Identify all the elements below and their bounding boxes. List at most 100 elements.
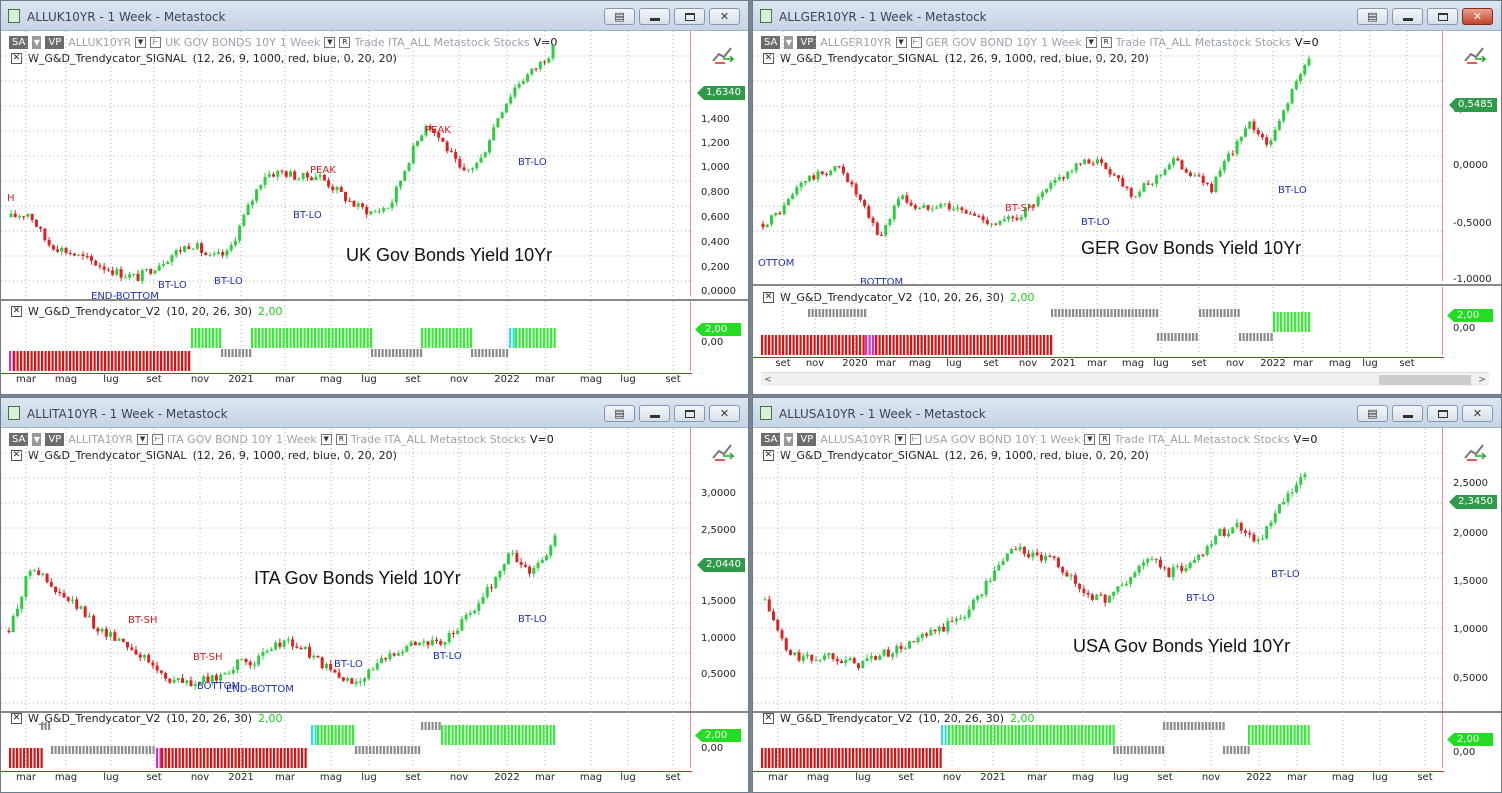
price-plot[interactable] [1,428,691,708]
range-dropdown-icon[interactable]: R [1100,37,1112,48]
pane-divider[interactable] [1,711,748,713]
chart-options-button[interactable]: ▤ [604,405,635,422]
sa-button[interactable]: SA [761,433,781,446]
chart-options-button[interactable]: ▤ [604,8,635,25]
indicator-bar [161,748,164,768]
sa-dropdown-icon[interactable]: ▼ [784,433,794,446]
signal-indicator-row[interactable]: ✕ W_G&D_Trendycator_SIGNAL (12, 26, 9, 100… [11,448,397,462]
sa-dropdown-icon[interactable]: ▼ [32,36,42,49]
price-plot[interactable] [753,428,1443,708]
title-bar[interactable]: ALLITA10YR - 1 Week - Metastock ▤ ✕ [1,398,748,428]
period-label[interactable]: 1 Week [1039,433,1081,446]
link-icon[interactable]: ⊢ [909,434,921,445]
maximize-button[interactable] [674,405,705,422]
trend-arrows-icon[interactable] [711,442,735,462]
scroll-right-icon[interactable]: > [1478,375,1486,385]
remove-indicator-icon[interactable]: ✕ [11,449,22,461]
symbol-label[interactable]: ALLITA10YR [68,433,134,446]
pane-divider[interactable] [753,711,1501,713]
pane-divider[interactable] [753,284,1501,286]
trend-arrows-icon[interactable] [1463,442,1487,462]
symbol-label[interactable]: ALLUK10YR [68,36,132,49]
vp-button[interactable]: VP [797,36,817,49]
chart-window-uk[interactable]: ALLUK10YR - 1 Week - Metastock ▤ ✕ SA ▼ VP ALL… [0,0,749,395]
period-label[interactable]: 1 Week [1041,36,1082,49]
remove-indicator-icon[interactable]: ✕ [11,52,22,64]
indicator-plot[interactable] [753,708,1443,768]
close-button[interactable]: ✕ [1462,8,1493,25]
remove-indicator-icon[interactable]: ✕ [763,291,774,303]
symbol-dropdown-icon[interactable]: ▼ [895,37,907,48]
title-bar[interactable]: ALLUSA10YR - 1 Week - Metastock ▤ ✕ [753,398,1501,428]
minimize-button[interactable] [639,405,670,422]
trendycator-indicator-row[interactable]: ✕ W_G&D_Trendycator_V2 (10, 20, 26, 30) 2,0… [763,711,1035,725]
link-icon[interactable]: ⊢ [150,37,162,48]
period-label[interactable]: 1 Week [276,433,317,446]
period-dropdown-icon[interactable]: ▼ [324,37,336,48]
horizontal-scrollbar[interactable]: < > [761,372,1489,386]
price-plot[interactable] [753,31,1443,281]
indicator-plot[interactable] [1,301,691,371]
sa-dropdown-icon[interactable]: ▼ [784,36,794,49]
title-bar[interactable]: ALLGER10YR - 1 Week - Metastock ▤ ✕ [753,1,1501,31]
chart-window-ger[interactable]: ALLGER10YR - 1 Week - Metastock ▤ ✕ SA ▼ VP AL… [752,0,1502,395]
indicator-bar [1054,309,1057,317]
maximize-button[interactable] [1427,405,1458,422]
symbol-label[interactable]: ALLGER10YR [820,36,892,49]
sa-button[interactable]: SA [9,36,29,49]
close-button[interactable]: ✕ [1462,405,1493,422]
maximize-button[interactable] [674,8,705,25]
chart-window-usa[interactable]: ALLUSA10YR - 1 Week - Metastock ▤ ✕ SA ▼ VP AL… [752,397,1502,793]
remove-indicator-icon[interactable]: ✕ [11,712,22,724]
vp-button[interactable]: VP [45,36,65,49]
candle [1027,549,1031,559]
remove-indicator-icon[interactable]: ✕ [763,52,774,64]
signal-indicator-row[interactable]: ✕ W_G&D_Trendycator_SIGNAL (12, 26, 9, 100… [763,448,1149,462]
minimize-button[interactable] [1392,405,1423,422]
signal-indicator-row[interactable]: ✕ W_G&D_Trendycator_SIGNAL (12, 26, 9, 100… [763,51,1149,65]
indicator-plot[interactable] [753,287,1443,355]
remove-indicator-icon[interactable]: ✕ [763,712,774,724]
symbol-dropdown-icon[interactable]: ▼ [135,37,147,48]
maximize-button[interactable] [1427,8,1458,25]
remove-indicator-icon[interactable]: ✕ [763,449,774,461]
range-dropdown-icon[interactable]: R [1099,434,1111,445]
trendycator-indicator-row[interactable]: ✕ W_G&D_Trendycator_V2 (10, 20, 26, 30) 2,0… [763,290,1035,304]
trendycator-indicator-row[interactable]: ✕ W_G&D_Trendycator_V2 (10, 20, 26, 30) 2,0… [11,304,283,318]
period-dropdown-icon[interactable]: ▼ [320,434,332,445]
chart-options-button[interactable]: ▤ [1357,8,1388,25]
minimize-button[interactable] [639,8,670,25]
symbol-dropdown-icon[interactable]: ▼ [894,434,906,445]
close-button[interactable]: ✕ [709,8,740,25]
chart-window-ita[interactable]: ALLITA10YR - 1 Week - Metastock ▤ ✕ SA ▼ VP AL… [0,397,749,793]
sa-button[interactable]: SA [9,433,29,446]
trend-arrows-icon[interactable] [1463,45,1487,65]
indicator-plot[interactable] [1,708,691,768]
scroll-left-icon[interactable]: < [764,375,772,385]
chart-options-button[interactable]: ▤ [1357,405,1388,422]
range-dropdown-icon[interactable]: R [335,434,347,445]
title-bar[interactable]: ALLUK10YR - 1 Week - Metastock ▤ ✕ [1,1,748,31]
trend-arrows-icon[interactable] [711,45,735,65]
period-dropdown-icon[interactable]: ▼ [1085,37,1097,48]
remove-indicator-icon[interactable]: ✕ [11,305,22,317]
sa-dropdown-icon[interactable]: ▼ [32,433,42,446]
vp-button[interactable]: VP [797,433,817,446]
symbol-label[interactable]: ALLUSA10YR [820,433,891,446]
pane-divider[interactable] [1,299,748,301]
scroll-thumb[interactable] [1379,375,1471,385]
period-dropdown-icon[interactable]: ▼ [1084,434,1096,445]
trendycator-indicator-row[interactable]: ✕ W_G&D_Trendycator_V2 (10, 20, 26, 30) 2,0… [11,711,283,725]
candle [39,226,43,232]
signal-indicator-row[interactable]: ✕ W_G&D_Trendycator_SIGNAL (12, 26, 9, 100… [11,51,397,65]
range-dropdown-icon[interactable]: R [339,37,351,48]
sa-button[interactable]: SA [761,36,781,49]
close-button[interactable]: ✕ [709,405,740,422]
link-icon[interactable]: ⊢ [152,434,164,445]
price-plot[interactable] [1,31,691,296]
period-label[interactable]: 1 Week [279,36,321,49]
link-icon[interactable]: ⊢ [910,37,922,48]
minimize-button[interactable] [1392,8,1423,25]
vp-button[interactable]: VP [45,433,65,446]
symbol-dropdown-icon[interactable]: ▼ [137,434,149,445]
